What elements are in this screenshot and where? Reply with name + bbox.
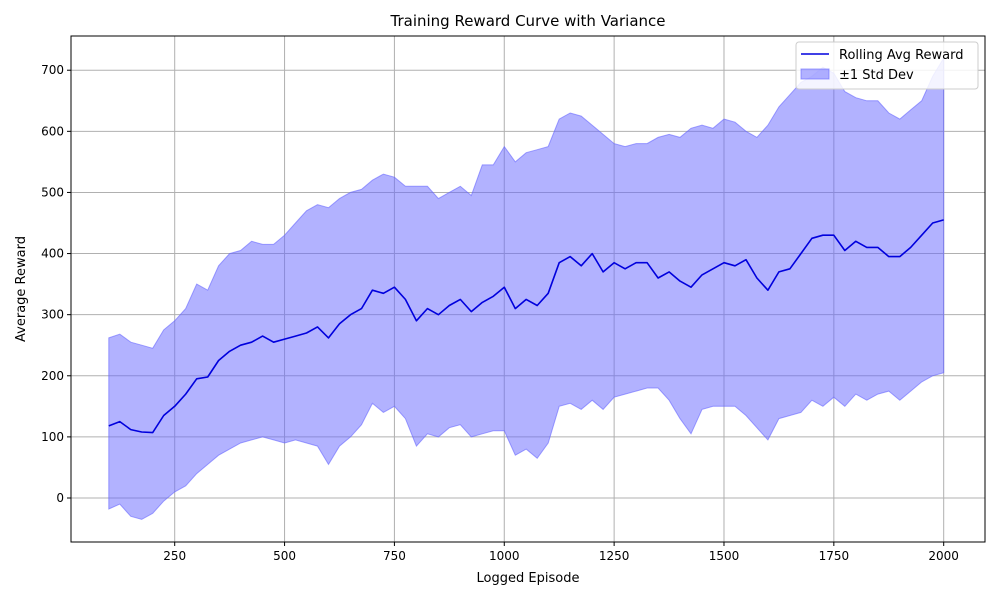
y-tick-label: 200 [41, 369, 64, 383]
x-tick-label: 1000 [489, 549, 520, 563]
y-tick-label: 0 [56, 491, 64, 505]
std-band-layer [108, 56, 945, 520]
x-tick-label: 1500 [709, 549, 740, 563]
x-tick-label: 2000 [928, 549, 959, 563]
legend-label-std: ±1 Std Dev [839, 68, 914, 83]
y-tick-label: 500 [41, 185, 64, 199]
x-tick-label: 500 [273, 549, 296, 563]
y-axis-ticks: 0 100 200 300 400 500 600 700 [41, 63, 71, 505]
y-tick-label: 100 [41, 430, 64, 444]
x-tick-label: 1750 [819, 549, 850, 563]
y-tick-label: 700 [41, 63, 64, 77]
x-axis-ticks: 250 500 750 1000 1250 1500 1750 2000 [163, 542, 959, 563]
legend-label-rolling: Rolling Avg Reward [839, 48, 963, 63]
rolling-line-layer [108, 219, 944, 434]
x-tick-label: 250 [163, 549, 186, 563]
x-axis-label: Logged Episode [477, 571, 580, 586]
y-tick-label: 300 [41, 308, 64, 322]
legend-band-swatch [800, 68, 830, 80]
chart-title: Training Reward Curve with Variance [390, 12, 666, 30]
y-tick-label: 600 [41, 124, 64, 138]
legend-box [795, 41, 979, 90]
legend: Rolling Avg Reward ±1 Std Dev [795, 41, 979, 90]
std-dev-band [108, 56, 945, 520]
x-tick-label: 1250 [599, 549, 630, 563]
x-tick-label: 750 [383, 549, 406, 563]
rolling-avg-line [108, 219, 944, 434]
plot-frame [70, 35, 986, 543]
y-tick-label: 400 [41, 247, 64, 261]
y-axis-label: Average Reward [14, 236, 29, 342]
